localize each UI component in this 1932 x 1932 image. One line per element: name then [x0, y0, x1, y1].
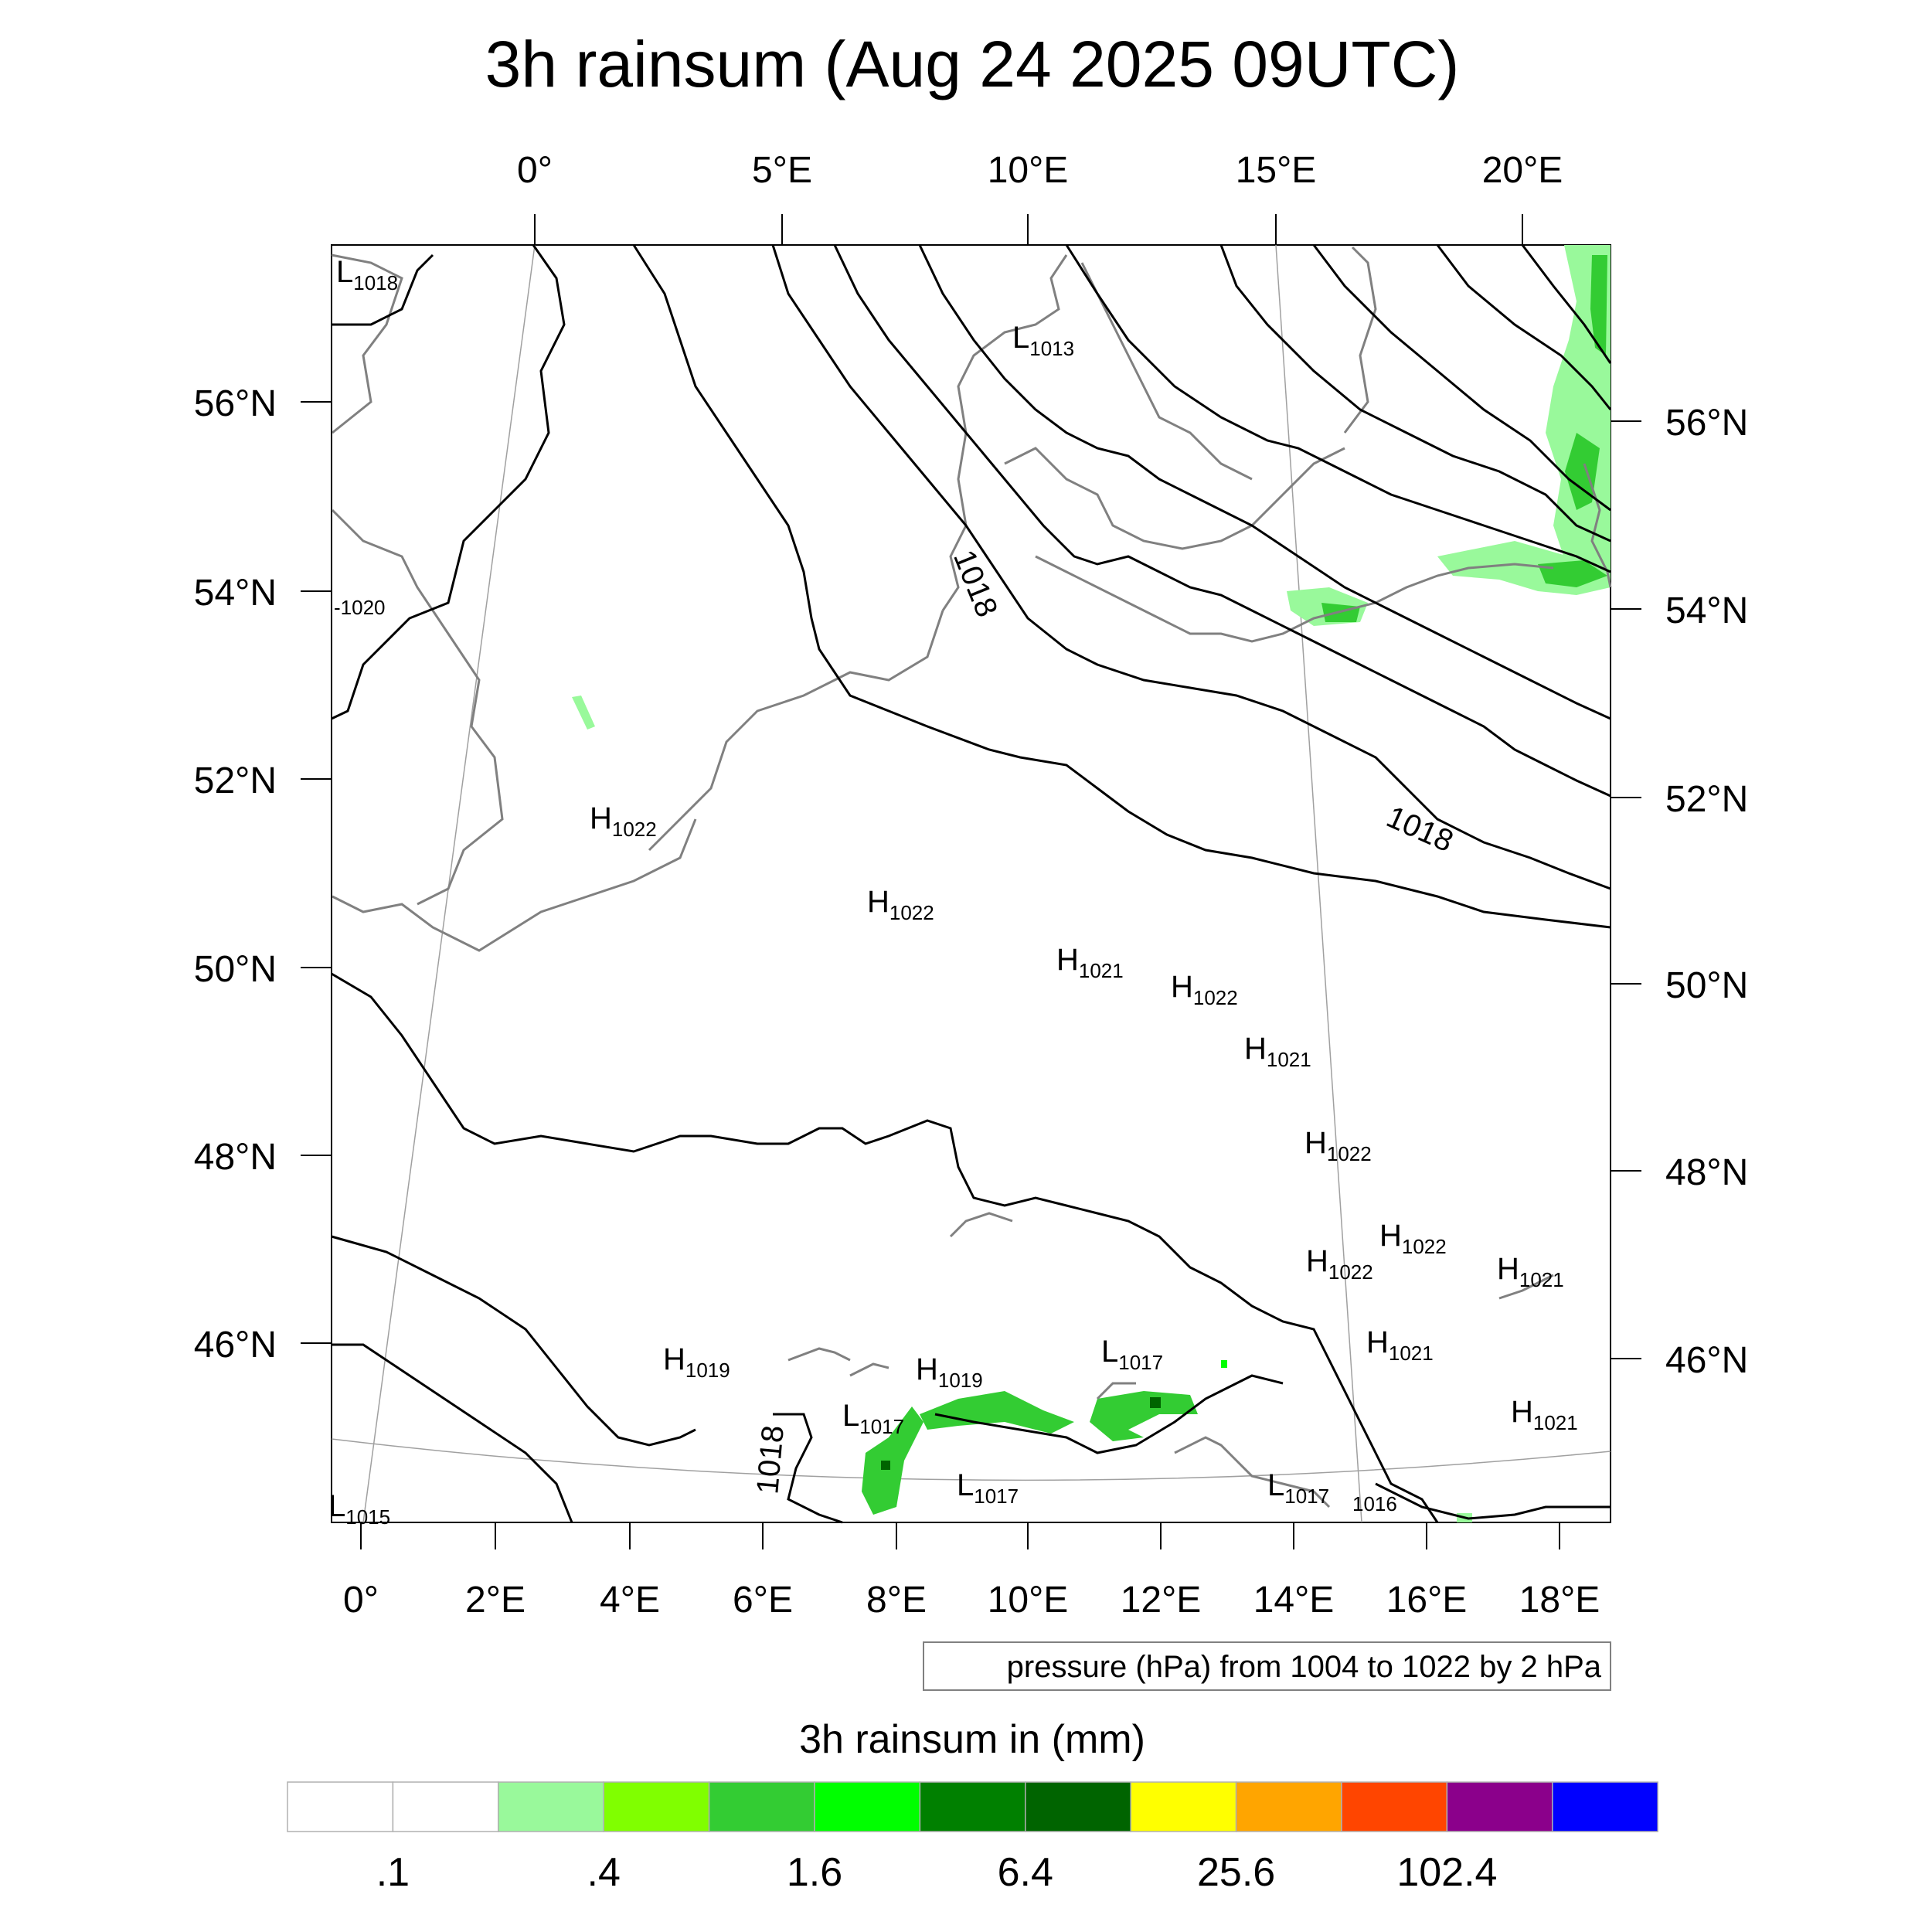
- colorbar-boxes: [287, 1781, 1658, 1832]
- colorbar-box: [1446, 1781, 1553, 1832]
- pressure-centers: L1018 L1013 -1020 H1022 H1022 H1021 H102…: [328, 255, 1578, 1529]
- isobar-value-label: 1016: [1352, 1492, 1397, 1515]
- colorbar-box: [1235, 1781, 1342, 1832]
- pressure-center-high: H1022: [590, 801, 657, 841]
- contour-info-box: pressure (hPa) from 1004 to 1022 by 2 hP…: [923, 1641, 1611, 1691]
- colorbar-tick-label: .1: [376, 1850, 410, 1895]
- right-lat-label: 52°N: [1665, 779, 1748, 820]
- rain-patch-alps-central: [920, 1391, 1074, 1434]
- top-lon-label: 10°E: [988, 150, 1069, 191]
- right-lat-label: 50°N: [1665, 965, 1748, 1006]
- pressure-center-low: L1015: [328, 1489, 390, 1529]
- colorbar-box: [498, 1781, 604, 1832]
- left-lat-label: 48°N: [194, 1137, 277, 1178]
- right-lat-label: 46°N: [1665, 1340, 1748, 1381]
- right-lat-label: 48°N: [1665, 1152, 1748, 1193]
- map-title: 3h rainsum (Aug 24 2025 09UTC): [485, 28, 1460, 100]
- rain-patch-alps-west: [862, 1406, 923, 1515]
- colorbar-box: [1552, 1781, 1658, 1832]
- coastlines: [331, 246, 1612, 1509]
- pressure-center-low: L1017: [957, 1468, 1019, 1508]
- right-latitude-labels: 56°N 54°N 52°N 50°N 48°N 46°N: [1665, 403, 1748, 1381]
- top-longitude-labels: 0° 5°E 10°E 15°E 20°E: [517, 150, 1563, 191]
- colorbar-box: [919, 1781, 1026, 1832]
- rain-patch-alps-east: [1090, 1391, 1198, 1441]
- pressure-center-high: H1019: [663, 1342, 730, 1382]
- bottom-lon-label: 10°E: [988, 1580, 1069, 1621]
- top-lon-label: 20°E: [1482, 150, 1563, 191]
- colorbar-box: [603, 1781, 710, 1832]
- colorbar-tick-label: .4: [587, 1850, 621, 1895]
- map-frame: [331, 244, 1611, 1523]
- left-lat-label: 50°N: [194, 949, 277, 990]
- top-lon-label: 0°: [517, 150, 553, 191]
- pressure-center-low: L1013: [1012, 321, 1074, 360]
- rain-core-2: [881, 1461, 890, 1470]
- pressure-center-high: H1022: [1379, 1219, 1447, 1258]
- pressure-center-high: H1021: [1511, 1395, 1578, 1434]
- colorbar-box: [708, 1781, 815, 1832]
- bottom-lon-label: 8°E: [866, 1580, 927, 1621]
- left-lat-label: 46°N: [194, 1325, 277, 1366]
- bottom-lon-label: 0°: [343, 1580, 379, 1621]
- bottom-lon-label: 6°E: [733, 1580, 793, 1621]
- axis-ticks: [301, 214, 1641, 1549]
- colorbar-title: 3h rainsum in (mm): [799, 1717, 1145, 1762]
- colorbar-tick-label: 1.6: [787, 1850, 842, 1895]
- bottom-lon-label: 2°E: [465, 1580, 526, 1621]
- rain-patch-slovenia: [1221, 1360, 1227, 1368]
- pressure-center-high: H1021: [1497, 1252, 1564, 1291]
- colorbar-box: [814, 1781, 921, 1832]
- bottom-lon-label: 18°E: [1519, 1580, 1600, 1621]
- colorbar-tick-label: 6.4: [998, 1850, 1053, 1895]
- pressure-center-high: H1019: [916, 1352, 983, 1392]
- pressure-center-low: -1020: [334, 596, 386, 619]
- bottom-lon-label: 4°E: [600, 1580, 660, 1621]
- pressure-center-low: L1017: [842, 1399, 904, 1438]
- colorbar-tick-labels: .1 .4 1.6 6.4 25.6 102.4: [376, 1850, 1498, 1895]
- left-lat-label: 56°N: [194, 383, 277, 424]
- pressure-center-high: H1021: [1056, 943, 1124, 982]
- colorbar-tick-label: 25.6: [1197, 1850, 1275, 1895]
- pressure-center-low: L1018: [336, 255, 398, 294]
- rainfall-shading: [572, 245, 1611, 1522]
- pressure-center-high: H1022: [1304, 1126, 1372, 1165]
- isobar-label-1018-south: 1018: [750, 1424, 791, 1495]
- contour-info-frame: [923, 1641, 1611, 1691]
- pressure-center-high: H1022: [867, 885, 934, 924]
- rain-patch-belgium: [572, 696, 595, 730]
- bottom-lon-label: 14°E: [1253, 1580, 1335, 1621]
- colorbar-box: [287, 1781, 394, 1832]
- left-lat-label: 52°N: [194, 760, 277, 801]
- bottom-lon-label: 12°E: [1121, 1580, 1202, 1621]
- top-lon-label: 15°E: [1236, 150, 1317, 191]
- pressure-center-low: L1017: [1101, 1335, 1163, 1374]
- pressure-center-high: H1022: [1171, 970, 1238, 1009]
- rain-patch-baltic-mid: [1565, 433, 1600, 510]
- pressure-center-high: H1021: [1366, 1325, 1434, 1365]
- rain-patch-baltic-north-core: [1590, 255, 1607, 355]
- right-lat-label: 54°N: [1665, 590, 1748, 631]
- isobars: [331, 244, 1612, 1524]
- bottom-lon-label: 16°E: [1386, 1580, 1468, 1621]
- colorbar-box: [392, 1781, 499, 1832]
- rain-core-1: [1150, 1397, 1161, 1408]
- colorbar-box: [1130, 1781, 1237, 1832]
- colorbar-tick-label: 102.4: [1396, 1850, 1497, 1895]
- map-area: 1018 1018 1018 L1018 L1013 -1020 H1022 H…: [328, 244, 1612, 1529]
- bottom-longitude-labels: 0° 2°E 4°E 6°E 8°E 10°E 12°E 14°E 16°E 1…: [343, 1580, 1600, 1621]
- rain-patch-poland-core: [1538, 560, 1607, 587]
- colorbar-box: [1025, 1781, 1131, 1832]
- colorbar-box: [1341, 1781, 1448, 1832]
- top-lon-label: 5°E: [752, 150, 812, 191]
- left-latitude-labels: 56°N 54°N 52°N 50°N 48°N 46°N: [194, 383, 277, 1366]
- left-lat-label: 54°N: [194, 573, 277, 614]
- colorbar: 3h rainsum in (mm) .1 .4 1.6 6.4 25.6 102.4: [287, 1717, 1658, 1895]
- pressure-center-low: L1017: [1267, 1468, 1329, 1508]
- right-lat-label: 56°N: [1665, 403, 1748, 444]
- pressure-center-high: H1022: [1306, 1244, 1373, 1284]
- pressure-center-high: H1021: [1244, 1032, 1311, 1071]
- contour-info-text: pressure (hPa) from 1004 to 1022 by 2 hP…: [1007, 1650, 1602, 1684]
